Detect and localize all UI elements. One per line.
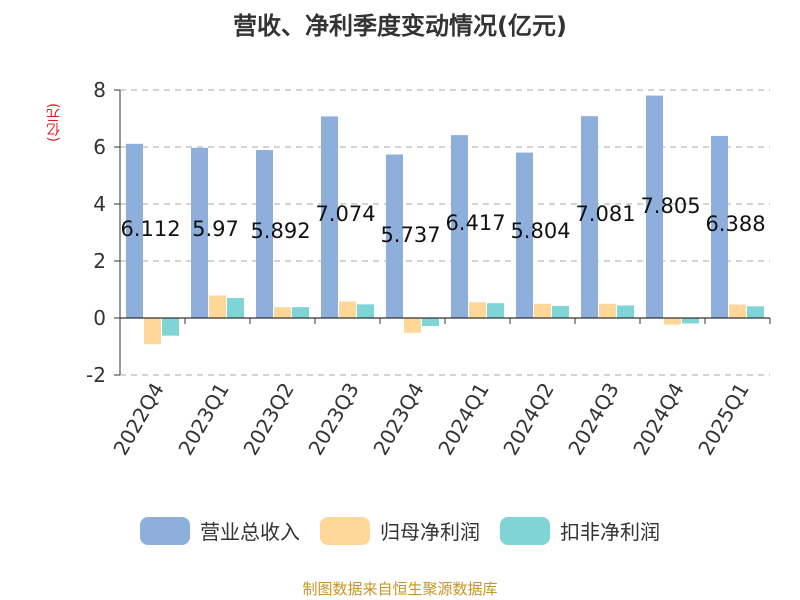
legend-label: 归母净利润 [380, 520, 480, 544]
bar-营业总收入-2023Q2 [256, 150, 273, 318]
bar-归母净利润-2024Q2 [534, 303, 551, 318]
bar-营业总收入-2024Q3 [581, 116, 598, 318]
data-label-revenue: 5.737 [380, 223, 440, 247]
data-label-revenue: 6.417 [445, 211, 505, 235]
bar-扣非净利润-2023Q2 [292, 307, 309, 318]
legend-label: 扣非净利润 [560, 520, 660, 544]
x-tick-label: 2022Q4 [108, 379, 168, 460]
y-tick-label: 8 [93, 78, 106, 102]
bar-归母净利润-2024Q4 [664, 318, 681, 325]
legend-swatch [320, 516, 370, 545]
y-axis: -2 0 2 4 6 8 [86, 78, 121, 387]
bar-营业总收入-2024Q1 [451, 135, 468, 318]
data-label-revenue: 5.892 [250, 219, 310, 243]
bar-营业总收入-2023Q4 [386, 154, 403, 318]
x-tick-label: 2023Q2 [238, 379, 298, 460]
legend-label: 营业总收入 [200, 520, 300, 544]
bar-归母净利润-2023Q2 [274, 307, 291, 318]
bar-营业总收入-2023Q1 [191, 147, 208, 318]
data-label-revenue: 6.112 [120, 217, 180, 241]
x-tick-label: 2023Q3 [303, 379, 363, 460]
x-tick-label: 2024Q1 [433, 379, 493, 460]
y-tick-label: 0 [93, 306, 106, 330]
bar-扣非净利润-2025Q1 [747, 306, 764, 318]
bar-归母净利润-2024Q3 [599, 303, 616, 318]
bar-扣非净利润-2023Q3 [357, 304, 374, 318]
data-label-revenue: 7.074 [315, 202, 375, 226]
bar-扣非净利润-2024Q1 [487, 303, 504, 318]
data-label-revenue: 7.081 [575, 202, 635, 226]
legend-item[interactable]: 营业总收入 [140, 516, 300, 545]
bar-营业总收入-2025Q1 [711, 135, 728, 318]
bar-归母净利润-2022Q4 [144, 318, 161, 345]
data-label-revenue: 5.804 [510, 219, 570, 243]
x-tick-label: 2023Q4 [368, 379, 428, 460]
y-tick-label: 2 [93, 249, 106, 273]
source-note: 制图数据来自恒生聚源数据库 [302, 580, 498, 598]
bar-营业总收入-2022Q4 [126, 143, 143, 318]
x-tick-label: 2025Q1 [693, 379, 753, 460]
legend-swatch [500, 516, 550, 545]
x-tick-label: 2024Q3 [563, 379, 623, 460]
bar-归母净利润-2023Q4 [404, 318, 421, 333]
bar-营业总收入-2023Q3 [321, 116, 338, 319]
legend-item[interactable]: 归母净利润 [320, 516, 480, 545]
bar-series [126, 95, 764, 345]
bar-扣非净利润-2023Q1 [227, 298, 244, 318]
data-label-revenue: 6.388 [705, 212, 765, 236]
x-tick-label: 2024Q2 [498, 379, 558, 460]
bar-归母净利润-2023Q3 [339, 301, 356, 318]
bar-营业总收入-2024Q4 [646, 95, 663, 319]
y-tick-label: 6 [93, 135, 106, 159]
bar-归母净利润-2025Q1 [729, 304, 746, 318]
bar-扣非净利润-2022Q4 [162, 318, 179, 336]
legend-item[interactable]: 扣非净利润 [500, 516, 660, 545]
legend-swatch [140, 516, 190, 545]
bar-营业总收入-2024Q2 [516, 152, 533, 318]
bar-扣非净利润-2024Q3 [617, 305, 634, 318]
x-axis: 2022Q4 2023Q1 2023Q2 2023Q3 2023Q4 2024Q1 2024… [108, 317, 771, 460]
bar-扣非净利润-2023Q4 [422, 318, 439, 326]
legend: 营业总收入 归母净利润 扣非净利润 [0, 516, 800, 545]
x-tick-label: 2024Q4 [628, 379, 688, 460]
bar-归母净利润-2023Q1 [209, 295, 226, 318]
y-tick-label: -2 [86, 363, 106, 387]
data-label-revenue: 7.805 [640, 194, 700, 218]
bar-归母净利润-2024Q1 [469, 302, 486, 318]
bar-扣非净利润-2024Q2 [552, 306, 569, 318]
data-label-revenue: 5.97 [192, 217, 239, 241]
bar-扣非净利润-2024Q4 [682, 318, 699, 324]
x-tick-label: 2023Q1 [173, 379, 233, 460]
chart-title: 营收、净利季度变动情况(亿元) [233, 12, 567, 40]
y-tick-label: 4 [93, 192, 106, 216]
